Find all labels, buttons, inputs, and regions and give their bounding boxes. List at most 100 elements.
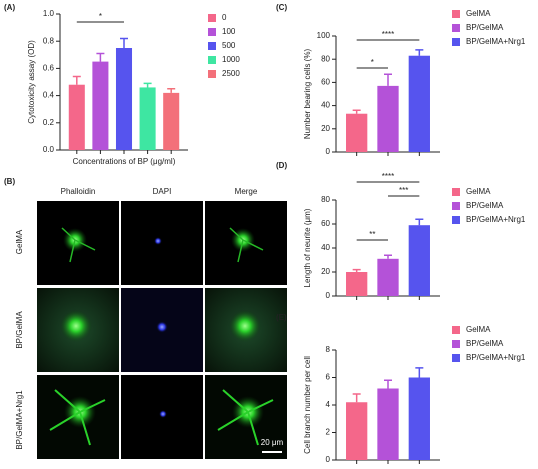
bar: [346, 402, 368, 460]
legend-swatch: [452, 10, 460, 18]
bar: [163, 92, 180, 150]
neurite: [61, 227, 96, 263]
bar: [408, 225, 430, 296]
scale-bar-label: 20 μm: [261, 438, 284, 447]
y-tick-label: 8: [326, 345, 331, 354]
cell: [229, 310, 261, 342]
error-bar: [352, 393, 361, 403]
legend-label: 500: [222, 41, 236, 50]
row-label: GelMA: [15, 229, 24, 254]
y-axis-label: Length of neurite (μm): [303, 208, 312, 287]
bar: [92, 61, 109, 150]
legend-label: BP/GelMA+Nrg1: [466, 215, 526, 224]
y-tick-label: 0.0: [43, 145, 55, 154]
error-bar: [384, 379, 392, 389]
y-tick-label: 0.8: [43, 36, 55, 45]
significance-label: *: [371, 58, 374, 67]
neurite: [229, 227, 264, 263]
significance-label: ****: [382, 172, 394, 181]
column-label: DAPI: [153, 187, 172, 196]
legend-swatch: [452, 216, 460, 224]
legend-swatch: [208, 28, 216, 36]
row-label: BP/GelMA: [15, 311, 24, 349]
neurite: [49, 389, 106, 446]
y-tick-label: 0: [326, 147, 331, 156]
bar: [68, 84, 85, 150]
legend-label: BP/GelMA: [466, 201, 504, 210]
neurite: [217, 389, 274, 446]
error-bar: [415, 49, 424, 56]
bar: [115, 48, 133, 150]
y-axis-label: Cytotoxicity assay (OD): [27, 40, 36, 124]
image-panel: (B) Phalloidin DAPI Merge GelMA BP/GelMA…: [4, 177, 287, 459]
bar: [346, 113, 368, 152]
error-bar: [384, 254, 392, 259]
bar: [139, 87, 156, 150]
error-bar: [72, 75, 81, 85]
bar: [377, 388, 399, 460]
nucleus: [156, 321, 168, 333]
error-bar: [143, 82, 152, 88]
y-tick-label: 0: [326, 291, 331, 300]
y-tick-label: 40: [321, 243, 330, 252]
y-tick-label: 2: [326, 428, 331, 437]
y-tick-label: 0.2: [43, 118, 55, 127]
y-tick-label: 40: [321, 101, 330, 110]
panel-label: (E): [276, 313, 287, 322]
legend-label: GelMA: [466, 187, 491, 196]
legend-label: 0: [222, 13, 227, 22]
legend-swatch: [208, 70, 216, 78]
y-tick-label: 100: [317, 31, 331, 40]
error-bar: [96, 52, 105, 62]
legend-label: BP/GelMA+Nrg1: [466, 37, 526, 46]
y-tick-label: 1.0: [43, 9, 55, 18]
row-label: BP/GelMA+Nrg1: [15, 390, 24, 450]
legend-label: 1000: [222, 55, 240, 64]
significance-label: ***: [399, 186, 408, 195]
y-axis-label: Cell branch number per cell: [303, 356, 312, 454]
micrograph: [121, 201, 203, 285]
y-tick-label: 80: [321, 195, 330, 204]
y-tick-label: 60: [321, 78, 330, 87]
legend-label: GelMA: [466, 9, 491, 18]
y-axis-label: Number bearing cells (%): [303, 49, 312, 140]
panel-label: (D): [276, 161, 287, 170]
y-tick-label: 20: [321, 267, 330, 276]
bar: [346, 272, 368, 296]
significance-label: *: [99, 12, 102, 21]
column-label: Merge: [235, 187, 258, 196]
panel-label: (A): [4, 3, 15, 12]
y-tick-label: 4: [326, 400, 331, 409]
nucleus: [159, 410, 167, 418]
panel-label: (B): [4, 177, 15, 186]
legend-label: 2500: [222, 69, 240, 78]
error-bar: [352, 268, 361, 272]
bar: [408, 55, 430, 152]
error-bar: [415, 367, 424, 378]
y-tick-label: 0.6: [43, 64, 55, 73]
y-tick-label: 0: [326, 455, 331, 464]
x-axis-label: Concentrations of BP (μg/ml): [73, 157, 176, 166]
legend-swatch: [208, 56, 216, 64]
y-tick-label: 20: [321, 124, 330, 133]
bar: [408, 377, 430, 460]
legend-label: GelMA: [466, 325, 491, 334]
y-tick-label: 60: [321, 219, 330, 228]
legend-swatch: [452, 38, 460, 46]
significance-label: **: [369, 230, 375, 239]
cell: [60, 310, 92, 342]
legend-label: BP/GelMA+Nrg1: [466, 353, 526, 362]
bar: [377, 258, 399, 296]
significance-label: ****: [382, 30, 394, 39]
legend-swatch: [452, 340, 460, 348]
legend-label: BP/GelMA: [466, 339, 504, 348]
bar: [377, 85, 399, 152]
legend-label: 100: [222, 27, 236, 36]
legend-swatch: [208, 14, 216, 22]
error-bar: [415, 218, 424, 226]
nucleus: [154, 237, 162, 245]
legend-swatch: [208, 42, 216, 50]
legend-swatch: [452, 354, 460, 362]
legend-swatch: [452, 188, 460, 196]
